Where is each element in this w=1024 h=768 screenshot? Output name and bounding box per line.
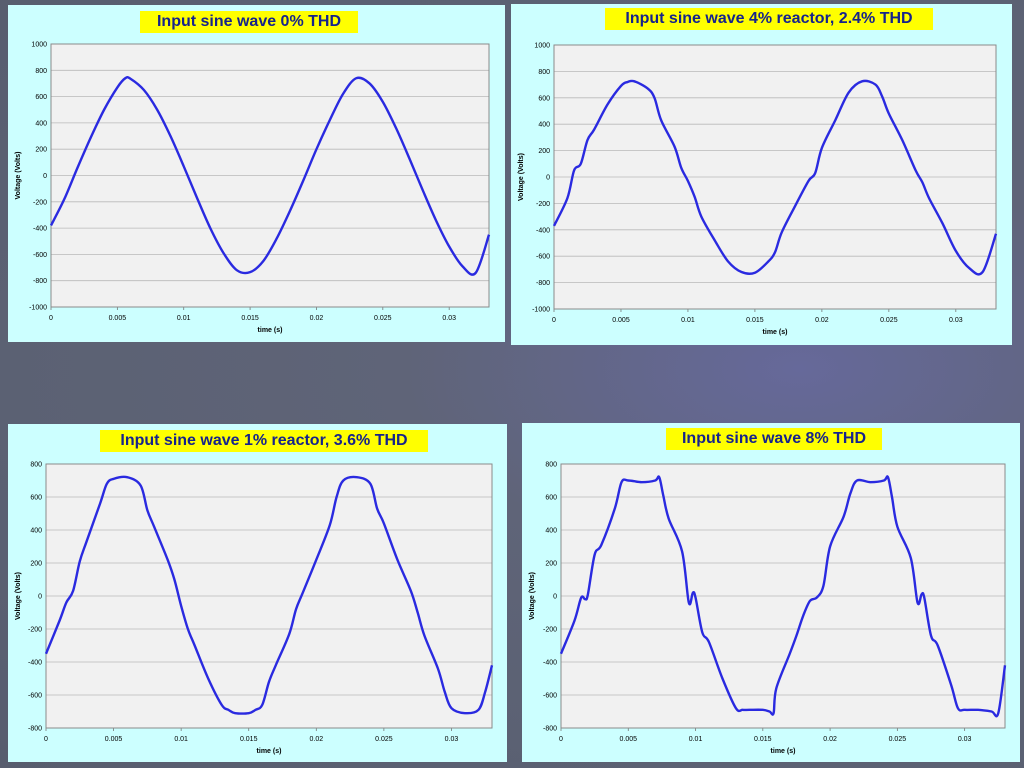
x-axis-label: time (s) — [257, 748, 282, 755]
y-tick-label: -400 — [33, 226, 47, 233]
x-tick-label: 0.015 — [754, 736, 772, 743]
plot-frame — [45, 463, 493, 729]
y-tick-label: 400 — [35, 120, 47, 127]
y-tick-label: 400 — [30, 528, 42, 535]
chart-panel-3: Input sine wave 8% THD -800 -600 -400 -200 0… — [522, 423, 1020, 762]
y-tick-label: 800 — [35, 68, 47, 75]
y-axis-label: Voltage (Volts) — [15, 152, 22, 200]
chart-panel-0: Input sine wave 0% THD -1000 -800 -600 -400… — [8, 5, 505, 342]
x-axis-label: time (s) — [258, 327, 283, 334]
series-line — [44, 475, 494, 715]
y-tick-label: 600 — [35, 94, 47, 101]
y-tick-label: 0 — [43, 173, 47, 180]
chart-title-1: Input sine wave 4% reactor, 2.4% THD — [605, 8, 933, 30]
y-tick-label: 0 — [546, 175, 550, 182]
chart-svg-1: -1000 -800 -600 -400 -200 0 200 400 600 800 1000 0 0… — [518, 43, 998, 336]
y-axis-label: Voltage (Volts) — [518, 153, 525, 201]
series-line — [552, 79, 998, 276]
y-tick-label: 400 — [538, 122, 550, 129]
y-tick-label: -800 — [543, 726, 557, 733]
x-tick-label: 0.005 — [620, 736, 638, 743]
plot-frame — [560, 463, 1006, 729]
y-tick-label: -400 — [536, 227, 550, 234]
chart-title-2: Input sine wave 1% reactor, 3.6% THD — [100, 430, 428, 452]
y-tick-label: 600 — [30, 495, 42, 502]
x-tick-label: 0.025 — [889, 736, 907, 743]
y-tick-label: 200 — [538, 148, 550, 155]
y-tick-label: -200 — [28, 627, 42, 634]
x-tick-label: 0 — [559, 736, 563, 743]
x-tick-label: 0.02 — [823, 736, 837, 743]
x-tick-label: 0 — [552, 317, 556, 324]
x-tick-label: 0.03 — [949, 317, 963, 324]
x-tick-label: 0.015 — [746, 317, 764, 324]
y-tick-label: 200 — [545, 561, 557, 568]
x-tick-label: 0.03 — [442, 315, 456, 322]
y-tick-label: -200 — [33, 199, 47, 206]
x-axis-label: time (s) — [763, 329, 788, 336]
chart-svg-2: -800 -600 -400 -200 0 200 400 600 800 0 0.005 0.01 0… — [15, 462, 494, 755]
chart-panel-1: Input sine wave 4% reactor, 2.4% THD -10… — [511, 4, 1012, 345]
x-tick-label: 0.005 — [105, 736, 123, 743]
chart-title-0: Input sine wave 0% THD — [140, 11, 358, 33]
y-tick-label: -400 — [543, 660, 557, 667]
y-tick-label: 800 — [545, 462, 557, 469]
x-tick-label: 0.02 — [310, 315, 324, 322]
y-tick-label: 0 — [38, 594, 42, 601]
x-tick-label: 0.02 — [309, 736, 323, 743]
y-tick-label: -600 — [543, 693, 557, 700]
chart-svg-3: -800 -600 -400 -200 0 200 400 600 800 0 0.005 0.01 0… — [529, 462, 1007, 755]
y-tick-label: 1000 — [534, 43, 550, 50]
x-tick-label: 0.005 — [109, 315, 127, 322]
y-axis-label: Voltage (Volts) — [529, 572, 536, 620]
y-tick-label: -800 — [536, 280, 550, 287]
y-tick-label: -200 — [536, 201, 550, 208]
x-tick-label: 0.01 — [689, 736, 703, 743]
y-tick-label: -200 — [543, 627, 557, 634]
x-axis-label: time (s) — [771, 748, 796, 755]
y-tick-label: -400 — [28, 660, 42, 667]
y-tick-label: 800 — [30, 462, 42, 469]
y-tick-label: 1000 — [31, 42, 47, 49]
x-tick-label: 0.03 — [445, 736, 459, 743]
series-line — [49, 76, 491, 276]
y-tick-label: -600 — [536, 254, 550, 261]
x-tick-label: 0.02 — [815, 317, 829, 324]
y-tick-label: -600 — [28, 693, 42, 700]
series-line — [559, 475, 1007, 718]
y-tick-label: 600 — [538, 95, 550, 102]
x-tick-label: 0 — [49, 315, 53, 322]
x-tick-label: 0.01 — [174, 736, 188, 743]
x-tick-label: 0.015 — [240, 736, 258, 743]
x-tick-label: 0.01 — [681, 317, 695, 324]
x-tick-label: 0.01 — [177, 315, 191, 322]
x-tick-label: 0.005 — [612, 317, 630, 324]
x-tick-label: 0.015 — [241, 315, 259, 322]
y-tick-label: 0 — [553, 594, 557, 601]
x-tick-label: 0.025 — [374, 315, 392, 322]
x-tick-label: 0.025 — [375, 736, 393, 743]
y-tick-label: -1000 — [29, 305, 47, 312]
x-tick-label: 0.025 — [880, 317, 898, 324]
y-tick-label: 800 — [538, 69, 550, 76]
x-tick-label: 0 — [44, 736, 48, 743]
y-tick-label: 200 — [35, 147, 47, 154]
plot-frame — [553, 44, 997, 310]
y-tick-label: 400 — [545, 528, 557, 535]
chart-svg-0: -1000 -800 -600 -400 -200 0 200 400 600 800 1000 0 0… — [15, 42, 491, 334]
y-tick-label: 600 — [545, 495, 557, 502]
chart-title-3: Input sine wave 8% THD — [666, 428, 882, 450]
y-tick-label: -600 — [33, 252, 47, 259]
y-tick-label: -1000 — [532, 307, 550, 314]
chart-panel-2: Input sine wave 1% reactor, 3.6% THD -80… — [8, 424, 507, 762]
plot-frame — [50, 43, 490, 308]
y-axis-label: Voltage (Volts) — [15, 572, 22, 620]
x-tick-label: 0.03 — [958, 736, 972, 743]
y-tick-label: 200 — [30, 561, 42, 568]
y-tick-label: -800 — [33, 278, 47, 285]
y-tick-label: -800 — [28, 726, 42, 733]
